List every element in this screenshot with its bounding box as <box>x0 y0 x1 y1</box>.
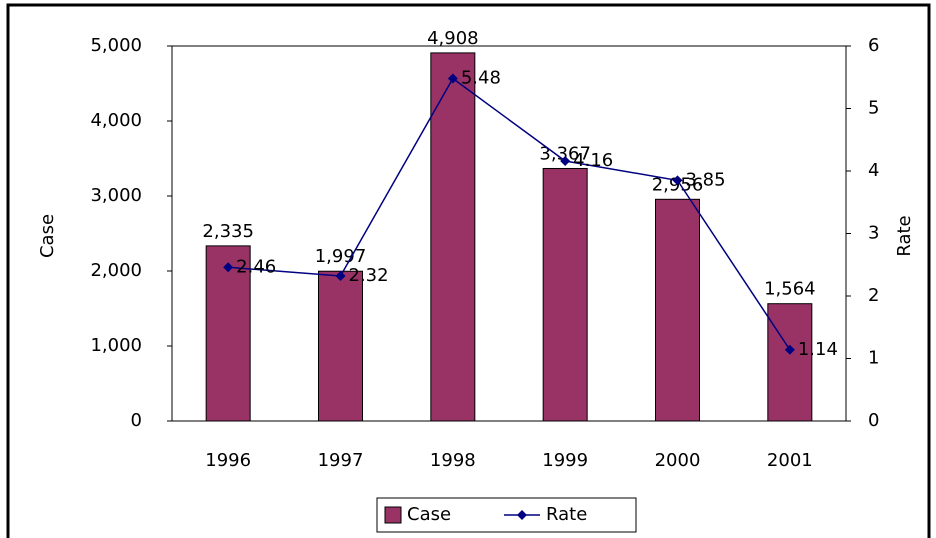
y2-tick-label: 2 <box>868 285 879 306</box>
bar <box>542 167 588 422</box>
y2-tick-label: 6 <box>868 35 879 56</box>
line-value-label: 3.85 <box>686 169 726 190</box>
legend-label: Rate <box>546 504 587 525</box>
line-marker <box>672 175 683 186</box>
y-axis-title: Case <box>37 214 58 258</box>
bar <box>205 245 251 422</box>
bar-value-label: 1,997 <box>315 246 367 267</box>
y2-tick-label: 1 <box>868 348 879 369</box>
y2-tick-label: 0 <box>868 410 879 431</box>
legend-swatch-marker <box>517 510 527 520</box>
line-value-label: 5.48 <box>461 68 501 89</box>
line-marker <box>560 156 571 166</box>
line-value-label: 2.32 <box>349 265 389 286</box>
line-marker <box>784 344 795 355</box>
bar <box>767 303 813 422</box>
legend-swatch <box>384 506 402 524</box>
line-value-label: 1.14 <box>798 339 838 360</box>
line-marker <box>335 271 346 281</box>
line-marker <box>223 262 234 273</box>
y2-tick-label: 5 <box>868 98 879 119</box>
line-marker <box>447 73 458 84</box>
x-tick-label: 2000 <box>655 450 701 471</box>
y-tick-label: 2,000 <box>90 260 142 281</box>
y-tick-label: 0 <box>131 410 142 431</box>
x-tick-label: 1996 <box>205 450 251 471</box>
line <box>228 77 791 351</box>
bar <box>430 52 476 422</box>
legend-label: Case <box>407 504 451 525</box>
x-tick-label: 2001 <box>767 450 813 471</box>
y-tick-label: 4,000 <box>90 110 142 131</box>
bar-value-label: 2,335 <box>202 221 254 242</box>
line-value-label: 2.46 <box>236 256 276 277</box>
bar-value-label: 3,367 <box>539 143 591 164</box>
bar <box>318 270 363 422</box>
bar <box>655 198 700 422</box>
x-tick-label: 1997 <box>318 450 364 471</box>
x-tick-label: 1998 <box>430 450 476 471</box>
y-tick-label: 3,000 <box>90 185 142 206</box>
y2-tick-label: 3 <box>868 223 879 244</box>
x-tick-label: 1999 <box>542 450 588 471</box>
y2-tick-label: 4 <box>868 160 879 181</box>
bar-value-label: 4,908 <box>427 28 479 49</box>
line-value-label: 4.16 <box>573 150 613 171</box>
y-tick-label: 5,000 <box>90 35 142 56</box>
y2-axis-title: Rate <box>894 215 915 256</box>
bar-value-label: 1,564 <box>764 279 816 300</box>
plot-area <box>171 45 847 422</box>
y-tick-label: 1,000 <box>90 335 142 356</box>
chart-border <box>6 3 931 538</box>
